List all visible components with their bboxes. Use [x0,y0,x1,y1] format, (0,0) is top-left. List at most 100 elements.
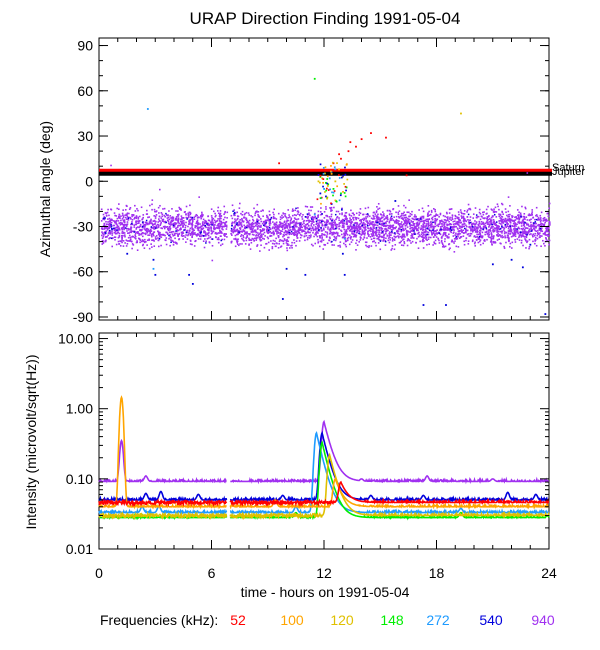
azimuth-point [338,235,341,237]
azimuth-point [413,223,416,225]
azimuth-point [307,230,309,233]
azimuth-point [440,227,442,230]
azimuth-point [424,230,427,233]
azimuth-point [540,219,542,222]
int-xtick-label: 6 [208,565,216,581]
azimuth-point [257,234,260,236]
azimuth-point [461,225,464,228]
azimuth-point [383,215,385,217]
azimuth-point [330,213,333,216]
azimuth-point [164,234,166,237]
azimuth-point [109,220,111,223]
azimuth-point [166,226,169,228]
azimuth-point [177,224,179,227]
azimuth-point [171,220,174,223]
azimuth-point [441,220,443,223]
azimuth-point [221,232,223,234]
azimuth-point [376,234,378,237]
azimuth-point [312,244,314,247]
azimuth-point [411,210,413,213]
azimuth-point [184,226,187,229]
azimuth-point [164,215,166,218]
azimuth-point [127,232,129,234]
azimuth-point [427,231,430,234]
azimuth-point [293,234,296,236]
azimuth-point [391,229,394,231]
azimuth-point [351,239,354,241]
azimuth-point [400,244,403,246]
azimuth-point [488,233,491,236]
azimuth-point [504,225,507,227]
azimuth-point [118,236,121,238]
azimuth-point [186,218,188,220]
azimuth-point [377,236,380,239]
azimuth-point [418,218,420,220]
azimuth-point [463,225,465,228]
azimuth-point [100,208,103,211]
azimuth-point [375,211,378,214]
azimuth-point [483,239,486,241]
azimuth-point [267,225,269,228]
azimuth-point [121,238,123,240]
azimuth-point [501,234,503,237]
azimuth-point [397,235,399,237]
azimuth-point [172,234,175,237]
azimuth-point [233,226,235,229]
azimuth-point [118,216,121,219]
azimuth-point [540,211,543,214]
azimuth-point [484,226,487,229]
azimuth-point [518,239,521,241]
azimuth-point [422,304,425,306]
azimuth-point [251,223,254,226]
azimuth-point [120,234,123,237]
azimuth-point [309,206,312,208]
azimuth-point [346,233,349,236]
azimuth-point [293,217,296,219]
azimuth-point [377,213,379,216]
azimuth-point [507,230,510,233]
azimuth-point [137,232,140,235]
int-ytick-label: 10.00 [58,331,93,347]
azimuth-point [289,226,292,228]
azimuth-point [424,234,427,237]
azimuth-point [322,178,325,180]
azimuth-point [365,244,367,247]
azimuth-point [224,235,226,237]
azimuth-point [286,247,288,249]
azimuth-point [155,234,158,237]
azimuth-point [200,231,202,233]
azimuth-point [140,206,143,209]
azimuth-point [353,227,355,230]
azimuth-point [233,211,236,214]
azimuth-point [358,224,360,227]
azimuth-point [476,216,478,219]
azimuth-point [430,230,433,233]
azimuth-point [415,225,418,227]
azimuth-point [418,209,420,211]
azimuth-point [181,232,184,234]
azimuth-point [470,232,473,235]
int-xtick-label: 0 [95,565,103,581]
azimuth-point [279,239,281,241]
azimuth-point [342,174,344,177]
azimuth-point [217,222,220,225]
azimuth-point [151,239,153,242]
azimuth-point [129,216,132,219]
azimuth-point [408,215,410,218]
azimuth-point [493,221,495,224]
azimuth-point [443,227,445,229]
azimuth-point [260,236,263,238]
azimuth-point [312,231,314,234]
azimuth-point [264,225,266,227]
azimuth-point [534,239,537,241]
azimuth-point [285,267,288,270]
azimuth-point [106,235,108,238]
azimuth-point [521,205,523,208]
azimuth-point [321,236,323,239]
azimuth-point [181,220,184,222]
azimuth-point [328,236,331,239]
azimuth-point [286,243,289,245]
azimuth-point [113,224,116,227]
azimuth-point [450,240,453,243]
azimuth-point [393,238,396,241]
